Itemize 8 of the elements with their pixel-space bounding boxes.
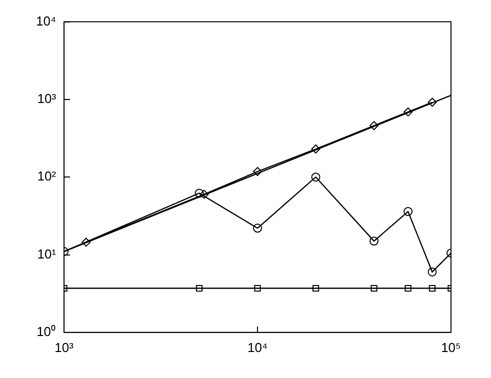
y-tick-label: 10³ [37,91,57,106]
y-tick-label: 10¹ [37,246,57,262]
y-tick-label: 10² [37,168,57,184]
y-tick-label: 10⁴ [36,13,56,28]
x-tick-label: 10³ [54,340,74,355]
y-tick-label: 10⁰ [36,324,56,339]
x-tick-label: 10⁵ [441,340,461,355]
x-tick-label: 10⁴ [248,340,268,355]
